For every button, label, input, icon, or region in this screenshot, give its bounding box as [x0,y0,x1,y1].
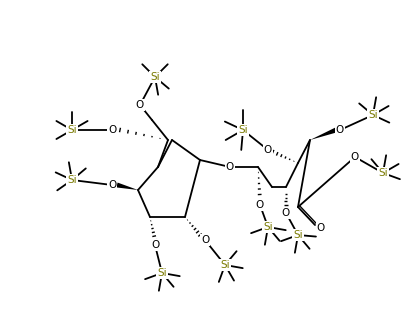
Text: O: O [108,125,116,135]
Text: O: O [255,200,263,210]
Text: O: O [316,223,324,233]
Text: Si: Si [67,175,76,185]
Text: O: O [281,208,290,218]
Text: O: O [263,145,272,155]
Polygon shape [309,128,336,140]
Text: O: O [350,152,358,162]
Text: Si: Si [67,125,76,135]
Text: Si: Si [367,110,377,120]
Text: O: O [200,235,209,245]
Text: Si: Si [220,260,229,270]
Text: Si: Si [238,125,247,135]
Text: Si: Si [292,230,302,240]
Text: Si: Si [150,72,160,82]
Text: O: O [335,125,343,135]
Text: O: O [151,240,159,250]
Text: Si: Si [377,168,387,178]
Text: O: O [108,180,116,190]
Text: O: O [135,100,144,110]
Text: Si: Si [263,222,272,232]
Polygon shape [116,183,138,190]
Text: O: O [225,162,234,172]
Text: Si: Si [157,268,166,278]
